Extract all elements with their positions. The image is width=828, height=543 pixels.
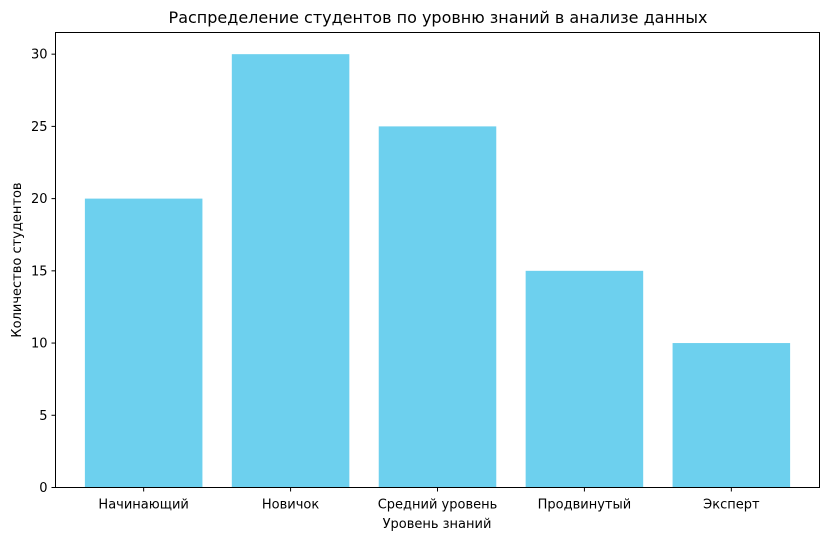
x-axis-label: Уровень знаний: [383, 517, 492, 532]
y-tick-label: 5: [39, 409, 47, 424]
plot-frame: [55, 32, 820, 488]
y-axis-label: Количество студентов: [10, 182, 25, 337]
bars-layer: [84, 54, 791, 488]
bar-3: [378, 126, 497, 488]
y-axis: 0 5 10 15 20 25 30: [31, 48, 56, 496]
x-axis: Начинающий Новичок Средний уровень Продвину…: [98, 487, 760, 513]
bar-4: [525, 270, 644, 488]
x-tick-label: Эксперт: [703, 498, 760, 513]
y-tick-label: 25: [31, 120, 48, 135]
y-tick-label: 15: [31, 264, 48, 279]
y-tick-label: 30: [31, 48, 48, 63]
chart-title: Распределение студентов по уровню знаний…: [169, 8, 708, 27]
bar-2: [231, 54, 350, 488]
x-tick-label: Новичок: [262, 498, 319, 513]
x-tick-label: Начинающий: [98, 498, 188, 513]
y-tick-label: 10: [31, 337, 48, 352]
bar-1: [84, 198, 203, 488]
bar-5: [672, 343, 791, 488]
x-tick-label: Продвинутый: [538, 498, 632, 513]
y-tick-label: 20: [31, 192, 48, 207]
x-tick-label: Средний уровень: [378, 498, 498, 513]
y-tick-label: 0: [39, 481, 47, 496]
